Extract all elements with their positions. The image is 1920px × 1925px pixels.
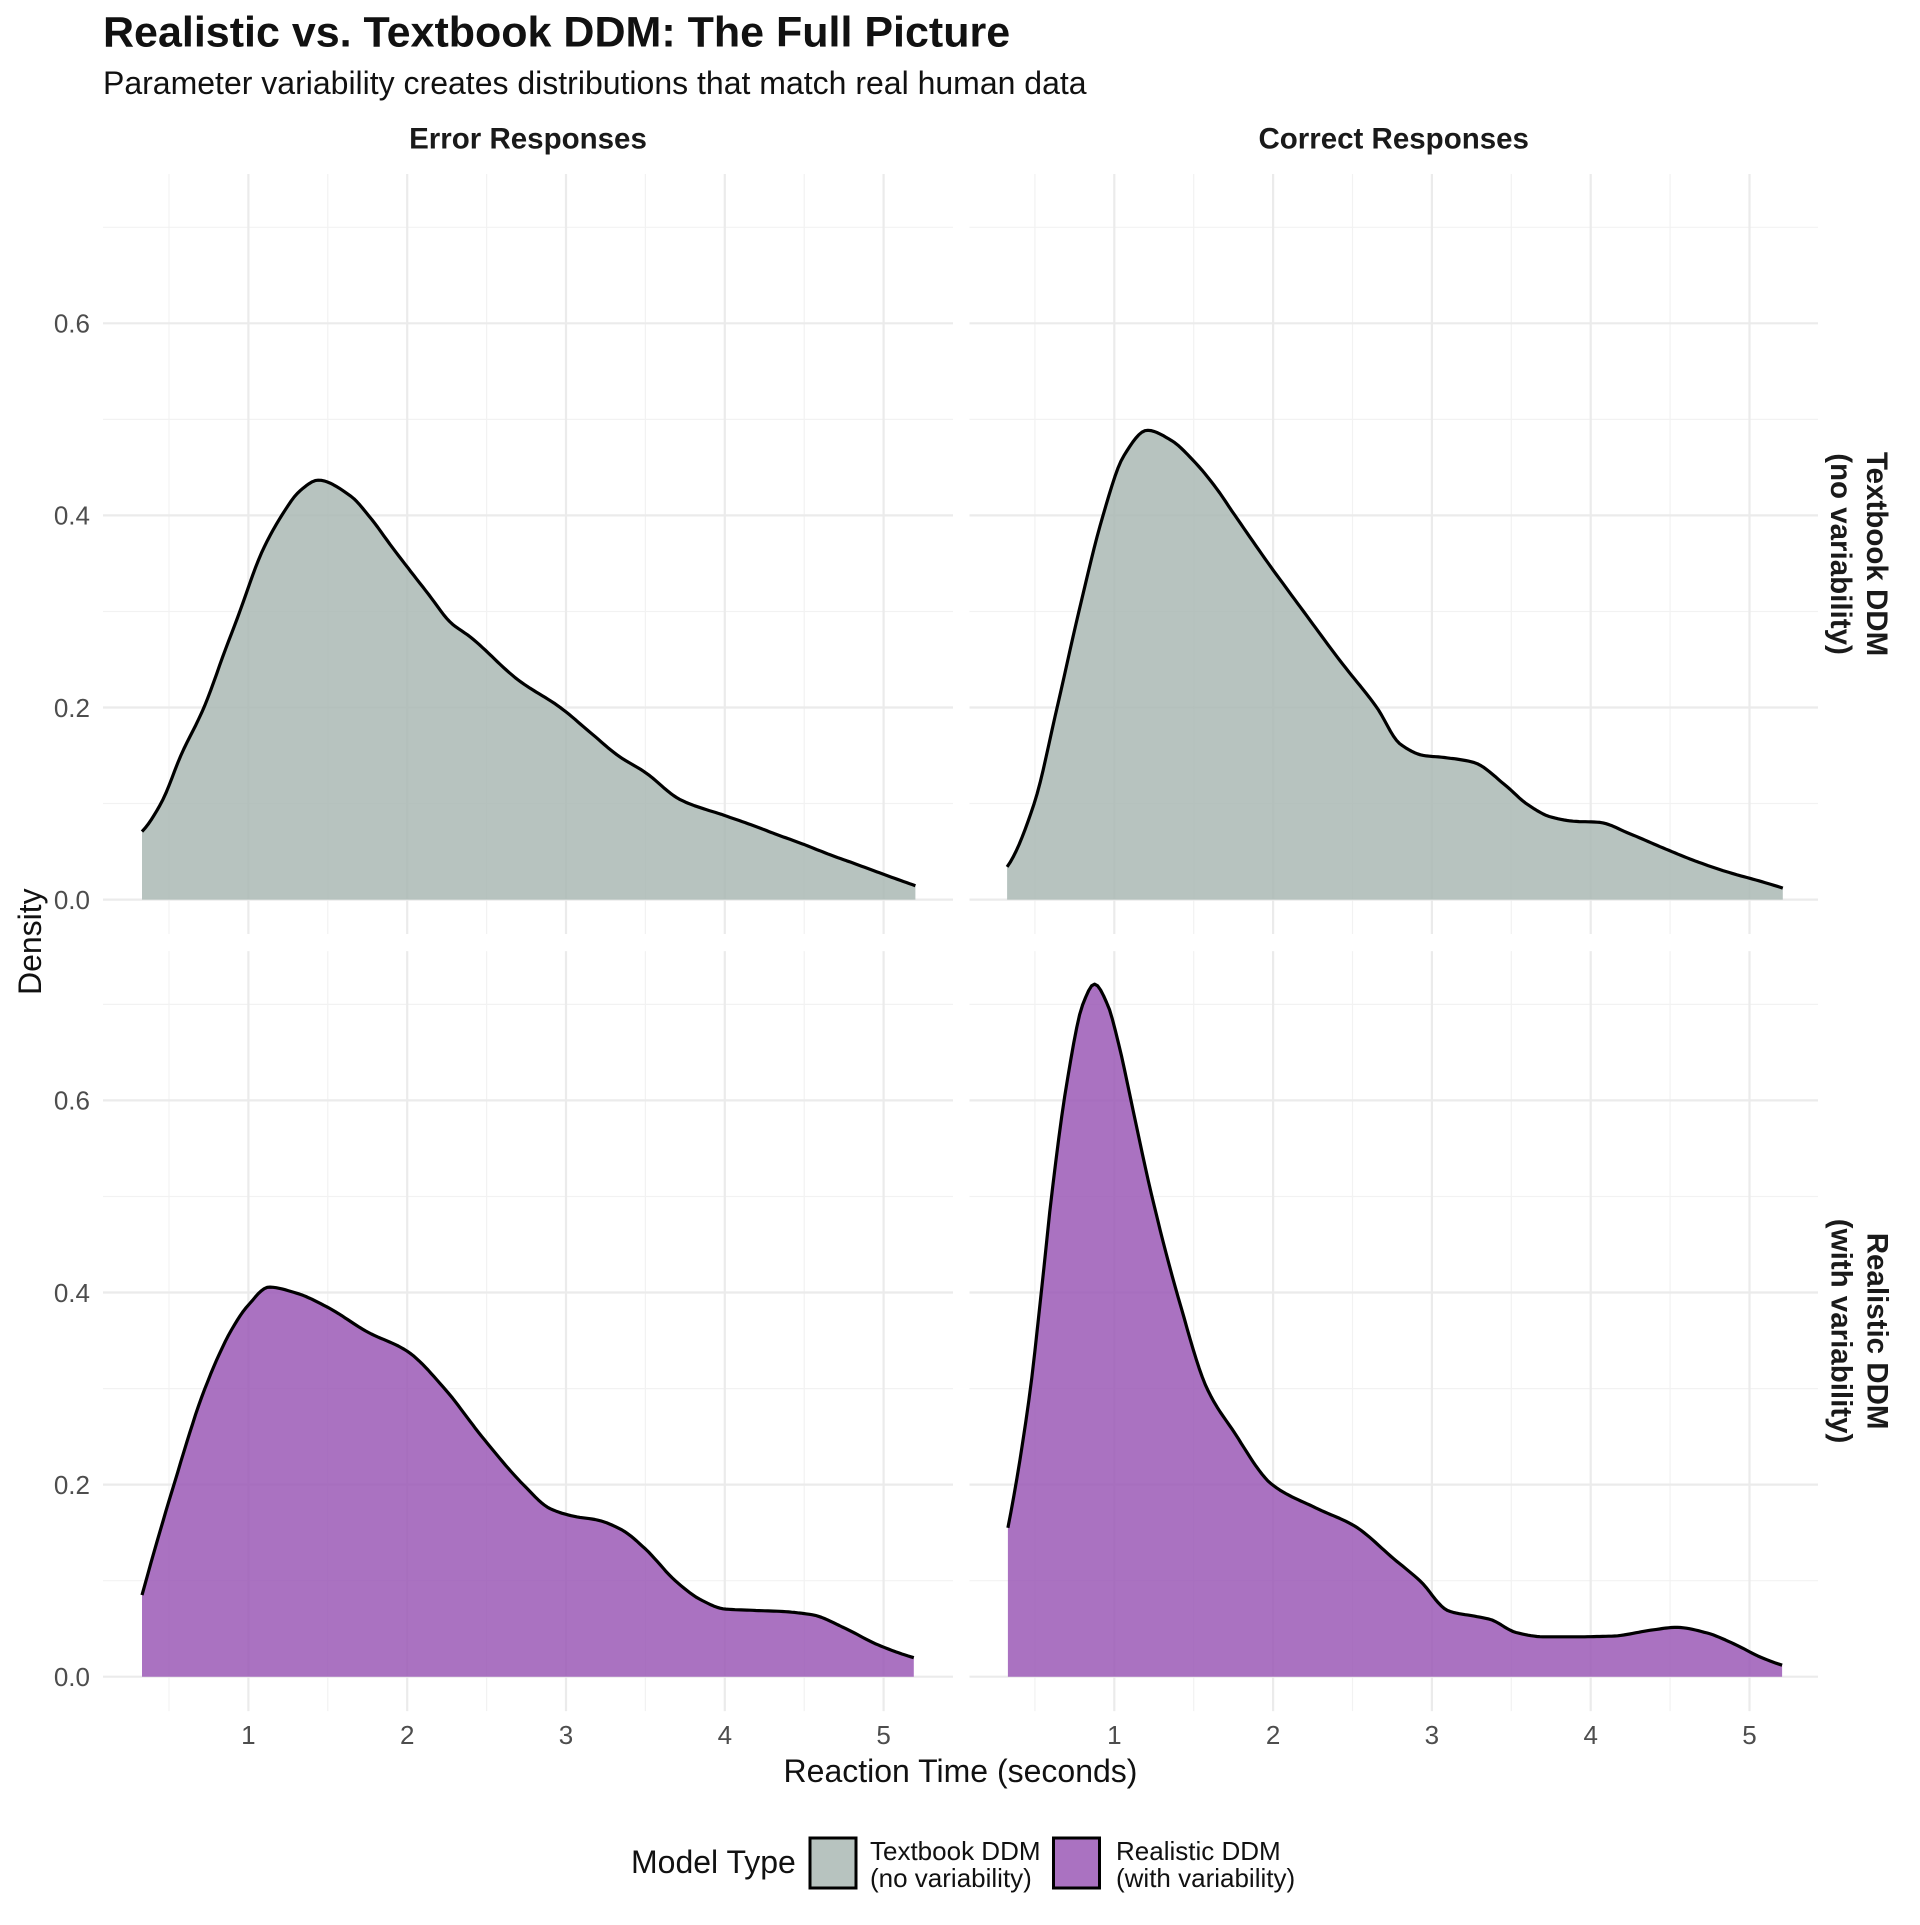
svg-text:4: 4 — [1583, 1720, 1597, 1750]
svg-text:4: 4 — [718, 1720, 732, 1750]
svg-text:2: 2 — [400, 1720, 414, 1750]
svg-text:0.4: 0.4 — [54, 1278, 90, 1308]
svg-text:3: 3 — [559, 1720, 573, 1750]
svg-text:(no variability): (no variability) — [870, 1863, 1032, 1893]
svg-text:0.0: 0.0 — [54, 1662, 90, 1692]
svg-text:0.6: 0.6 — [54, 309, 90, 339]
svg-text:0.4: 0.4 — [54, 501, 90, 531]
svg-text:5: 5 — [876, 1720, 890, 1750]
svg-text:5: 5 — [1742, 1720, 1756, 1750]
svg-text:(no variability): (no variability) — [1824, 453, 1857, 655]
svg-text:Error Responses: Error Responses — [409, 123, 647, 156]
svg-text:Model Type: Model Type — [631, 1844, 796, 1880]
svg-text:0.0: 0.0 — [54, 885, 90, 915]
svg-text:1: 1 — [1107, 1720, 1121, 1750]
svg-text:1: 1 — [241, 1720, 255, 1750]
svg-text:Textbook DDM: Textbook DDM — [1860, 452, 1893, 656]
svg-text:(with variability): (with variability) — [1824, 1219, 1857, 1444]
svg-text:0.6: 0.6 — [54, 1086, 90, 1116]
svg-text:Density: Density — [12, 888, 48, 995]
svg-text:Reaction Time (seconds): Reaction Time (seconds) — [784, 1753, 1138, 1789]
svg-text:Realistic DDM: Realistic DDM — [1860, 1233, 1893, 1430]
svg-text:Correct Responses: Correct Responses — [1258, 123, 1529, 156]
svg-text:3: 3 — [1425, 1720, 1439, 1750]
svg-text:Realistic vs. Textbook DDM: Th: Realistic vs. Textbook DDM: The Full Pic… — [103, 9, 1010, 57]
svg-text:(with variability): (with variability) — [1116, 1863, 1295, 1893]
svg-text:Parameter variability creates: Parameter variability creates distributi… — [103, 65, 1087, 101]
svg-text:Realistic DDM: Realistic DDM — [1116, 1836, 1281, 1866]
svg-text:0.2: 0.2 — [54, 693, 90, 723]
svg-text:Textbook DDM: Textbook DDM — [870, 1836, 1041, 1866]
svg-text:0.2: 0.2 — [54, 1470, 90, 1500]
svg-text:2: 2 — [1266, 1720, 1280, 1750]
